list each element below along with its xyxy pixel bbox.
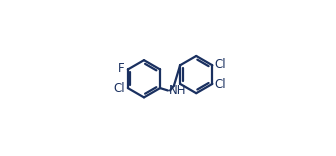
Text: F: F: [118, 62, 125, 75]
Text: NH: NH: [169, 84, 186, 97]
Text: Cl: Cl: [215, 78, 226, 91]
Text: Cl: Cl: [215, 58, 226, 71]
Text: Cl: Cl: [113, 82, 125, 95]
